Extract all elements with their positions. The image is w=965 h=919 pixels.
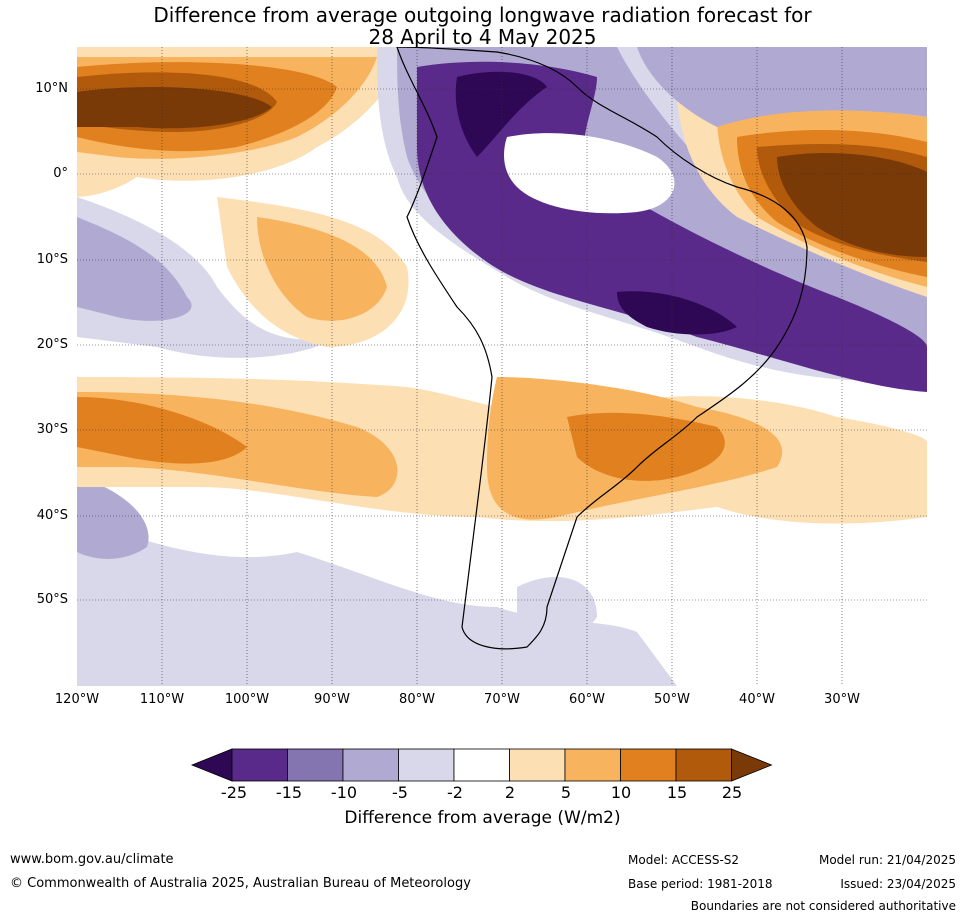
- lon-label-100w: 100°W: [224, 692, 270, 707]
- lat-label-30s: 30°S: [36, 422, 68, 437]
- lat-label-0: 0°: [53, 166, 68, 181]
- colorbar-tick-1: -25: [220, 783, 248, 802]
- colorbar-cell: [509, 748, 566, 782]
- lat-label-10s: 10°S: [36, 252, 68, 267]
- footer-copyright: © Commonwealth of Australia 2025, Austra…: [10, 876, 471, 891]
- olr-anomaly-map: [77, 47, 927, 686]
- colorbar-tick-2: -15: [275, 783, 303, 802]
- south-atlantic-purple: [517, 577, 597, 641]
- colorbar-cell: [398, 748, 455, 782]
- atlantic-orange-darkest: [777, 152, 927, 257]
- central-pacific-orange-mid: [257, 217, 387, 321]
- colorbar-tick-6: 2: [504, 783, 516, 802]
- map-title: Difference from average outgoing longwav…: [0, 4, 965, 48]
- colorbar-cell: [620, 748, 677, 782]
- colorbar-cell: [287, 748, 344, 782]
- amazon-light-interior: [504, 133, 675, 214]
- lon-label-110w: 110°W: [139, 692, 185, 707]
- lat-label-20s: 20°S: [36, 337, 68, 352]
- colorbar: [190, 748, 773, 782]
- colorbar-cell: [342, 748, 399, 782]
- lat-label-10n: 10°N: [35, 81, 68, 96]
- lon-label-80w: 80°W: [399, 692, 435, 707]
- footer-base-period: Base period: 1981-2018: [628, 877, 773, 891]
- footer-model: Model: ACCESS-S2: [628, 853, 740, 867]
- colorbar-cell: [231, 748, 288, 782]
- lon-label-40w: 40°W: [739, 692, 775, 707]
- colorbar-tick-10: 25: [721, 783, 743, 802]
- tropical-purple-band-darkest: [455, 71, 737, 335]
- colorbar-tick-8: 10: [610, 783, 632, 802]
- pacific-purple: [77, 217, 192, 321]
- lat-label-40s: 40°S: [36, 508, 68, 523]
- footer-model-run: Model run: 21/04/2025: [818, 853, 956, 867]
- north-orange-darkest: [77, 87, 272, 129]
- colorbar-max-arrow: [731, 748, 773, 782]
- subtropical-south-strong: [77, 397, 247, 464]
- lon-label-60w: 60°W: [569, 692, 605, 707]
- colorbar-cell: [675, 748, 732, 782]
- colorbar-tick-7: 5: [560, 783, 572, 802]
- colorbar-tick-9: 15: [666, 783, 688, 802]
- colorbar-tick-4: -5: [392, 783, 408, 802]
- lon-label-70w: 70°W: [484, 692, 520, 707]
- colorbar-min-arrow: [190, 748, 233, 782]
- lon-label-30w: 30°W: [824, 692, 860, 707]
- footer-issued: Issued: 23/04/2025: [840, 877, 956, 891]
- colorbar-cell: [453, 748, 510, 782]
- colorbar-cell: [564, 748, 621, 782]
- colorbar-tick-3: -10: [330, 783, 358, 802]
- title-line-2: 28 April to 4 May 2025: [368, 25, 597, 49]
- colorbar-label: Difference from average (W/m2): [344, 808, 621, 828]
- lon-label-90w: 90°W: [314, 692, 350, 707]
- lon-label-120w: 120°W: [54, 692, 100, 707]
- footer-website: www.bom.gov.au/climate: [10, 852, 174, 867]
- south-purple-region: [77, 477, 149, 559]
- title-line-1: Difference from average outgoing longwav…: [153, 3, 812, 27]
- ne-purple-region: [637, 47, 927, 127]
- colorbar-tick-5: -2: [447, 783, 463, 802]
- lat-label-50s: 50°S: [36, 592, 68, 607]
- gridlines: [77, 47, 927, 686]
- south-light-purple-region: [77, 517, 677, 686]
- uruguay-orange-strong: [567, 412, 725, 481]
- south-america-coastline: [396, 47, 808, 650]
- lon-label-50w: 50°W: [654, 692, 690, 707]
- footer-disclaimer: Boundaries are not considered authoritat…: [690, 899, 956, 913]
